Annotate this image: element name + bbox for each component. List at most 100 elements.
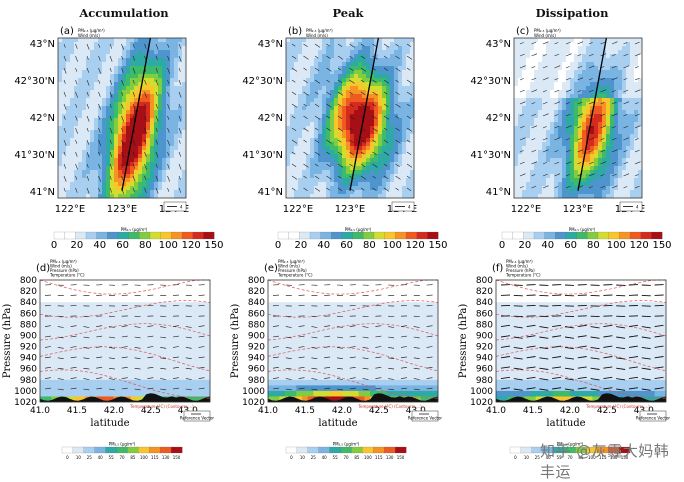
pm-cell (558, 46, 562, 50)
pm-cell (134, 74, 138, 78)
pm-cell (102, 118, 106, 122)
pm-cell (118, 178, 122, 182)
pm-cell (622, 66, 626, 70)
pm-cell (106, 130, 110, 134)
pm-cell (594, 122, 598, 126)
pm-cell (302, 82, 306, 86)
pm-cell (306, 162, 310, 166)
pm-cell (514, 86, 518, 90)
pm-cell (390, 150, 394, 154)
pm-cell (514, 150, 518, 154)
pm-cell (66, 62, 70, 66)
pm-cell (90, 46, 94, 50)
colorbar-swatch (299, 232, 310, 239)
pm-cell (170, 291, 176, 297)
pm-cell (366, 134, 370, 138)
pm-cell (530, 122, 534, 126)
pm-cell (170, 286, 176, 292)
pm-cell (518, 182, 522, 186)
pm-cell (330, 154, 334, 158)
pm-cell (614, 86, 618, 90)
pm-cell (346, 82, 350, 86)
pm-cell (354, 42, 358, 46)
pm-cell (406, 122, 410, 126)
pm-cell (406, 142, 410, 146)
pm-cell (85, 385, 91, 391)
pm-cell (106, 150, 110, 154)
pm-cell (126, 122, 130, 126)
pm-cell (334, 114, 338, 118)
pm-cell (542, 38, 546, 42)
pm-cell (74, 118, 78, 122)
pm-cell (148, 302, 154, 308)
pm-cell (634, 110, 638, 114)
pm-cell (136, 380, 142, 386)
colorbar-tick-label: 100 (159, 240, 178, 251)
pm-cell (606, 182, 610, 186)
pm-cell (514, 90, 518, 94)
pm-cell (594, 134, 598, 138)
pm-cell (58, 154, 62, 158)
pm-cell (125, 369, 131, 375)
pm-cell (126, 110, 130, 114)
pm-cell (90, 162, 94, 166)
pm-cell (298, 82, 302, 86)
pm-cell (134, 170, 138, 174)
pm-cell (622, 38, 626, 42)
pm-cell (342, 78, 346, 82)
pm-cell (74, 324, 80, 330)
pm-cell (362, 130, 366, 134)
pm-cell (114, 380, 120, 386)
pm-cell (119, 302, 125, 308)
pm-cell (598, 122, 602, 126)
pm-cell (97, 286, 103, 292)
pm-cell (546, 154, 550, 158)
pm-cell (148, 330, 154, 336)
pm-cell (162, 102, 166, 106)
pm-cell (306, 118, 310, 122)
pm-cell (514, 110, 518, 114)
pm-cell (354, 186, 358, 190)
pm-cell (314, 142, 318, 146)
pm-cell (322, 90, 326, 94)
pm-cell (630, 142, 634, 146)
pm-cell (122, 50, 126, 54)
pm-cell (286, 150, 290, 154)
pm-cell (142, 122, 146, 126)
pm-cell (122, 90, 126, 94)
pm-cell (82, 62, 86, 66)
pm-cell (51, 319, 57, 325)
pm-cell (582, 114, 586, 118)
pm-cell (342, 42, 346, 46)
pm-cell (354, 126, 358, 130)
pm-cell (558, 178, 562, 182)
pm-cell (370, 54, 374, 58)
pm-cell (582, 178, 586, 182)
pm-cell (86, 62, 90, 66)
pm-cell (182, 385, 188, 391)
pm-cell (298, 98, 302, 102)
pm-cell (522, 58, 526, 62)
pm-cell (326, 190, 330, 194)
pm-cell (290, 122, 294, 126)
pm-cell (58, 50, 62, 54)
pm-cell (182, 341, 188, 347)
pm-cell (162, 162, 166, 166)
pm-cell (322, 190, 326, 194)
pm-cell (170, 374, 176, 380)
pm-cell (66, 102, 70, 106)
pm-cell (146, 106, 150, 110)
pm-cell (302, 166, 306, 170)
pm-cell (614, 182, 618, 186)
pm-cell (318, 102, 322, 106)
pm-cell (594, 62, 598, 66)
pm-cell (622, 186, 626, 190)
pm-cell (94, 158, 98, 162)
pm-cell (97, 380, 103, 386)
pm-cell (618, 70, 622, 74)
pm-cell (302, 50, 306, 54)
pm-cell (106, 154, 110, 158)
pm-cell (94, 110, 98, 114)
pm-cell (630, 66, 634, 70)
pm-cell (286, 158, 290, 162)
